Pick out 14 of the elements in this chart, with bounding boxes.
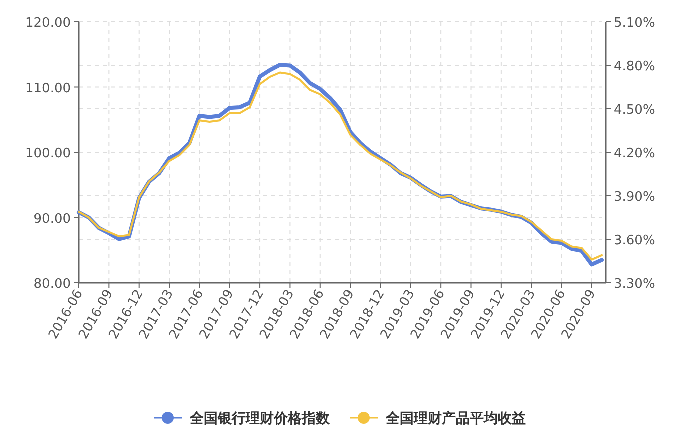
y2-tick-label: 5.10%	[614, 16, 656, 31]
y2-tick-label: 3.60%	[614, 234, 656, 248]
y-tick-label: 110.00	[26, 81, 71, 96]
y2-tick-label: 3.30%	[614, 277, 656, 292]
y-tick-label: 80.00	[34, 277, 71, 292]
y2-tick-label: 3.90%	[614, 190, 656, 205]
y-tick-label: 100.00	[26, 146, 71, 162]
legend-label: 全国理财产品平均收益	[385, 410, 526, 427]
y2-tick-label: 4.50%	[614, 103, 656, 118]
legend-label: 全国银行理财价格指数	[189, 411, 331, 427]
y2-tick-label: 4.20%	[614, 146, 656, 162]
y-tick-label: 90.00	[34, 212, 71, 227]
y-tick-label: 120.00	[26, 16, 71, 31]
y2-tick-label: 4.80%	[614, 60, 656, 74]
